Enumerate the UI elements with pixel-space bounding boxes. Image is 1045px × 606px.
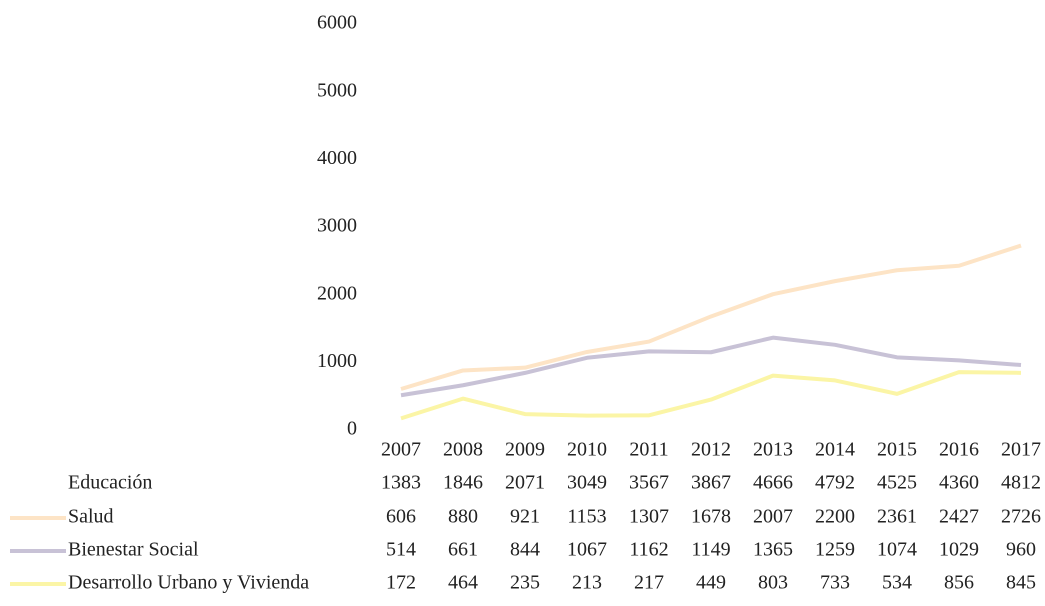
table-value: 1029 bbox=[939, 539, 979, 561]
table-value: 514 bbox=[386, 539, 416, 561]
table-value: 172 bbox=[386, 572, 416, 594]
table-value: 4525 bbox=[877, 472, 917, 494]
table-value: 880 bbox=[448, 506, 478, 528]
table-value: 856 bbox=[944, 572, 974, 594]
table-value: 1383 bbox=[381, 472, 421, 494]
x-tick-label: 2012 bbox=[691, 439, 731, 461]
y-tick-label: 4000 bbox=[317, 147, 357, 169]
legend-label: Salud bbox=[68, 506, 114, 528]
table-value: 534 bbox=[882, 572, 912, 594]
x-tick-label: 2008 bbox=[443, 439, 483, 461]
table-value: 235 bbox=[510, 572, 540, 594]
legend-label: Educación bbox=[68, 472, 152, 494]
table-value: 449 bbox=[696, 572, 726, 594]
x-tick-label: 2016 bbox=[939, 439, 979, 461]
x-tick-label: 2010 bbox=[567, 439, 607, 461]
x-tick-label: 2011 bbox=[629, 439, 668, 461]
y-tick-label: 5000 bbox=[317, 79, 357, 101]
table-value: 4792 bbox=[815, 472, 855, 494]
table-value: 661 bbox=[448, 539, 478, 561]
table-value: 1307 bbox=[629, 506, 669, 528]
table-value: 4360 bbox=[939, 472, 979, 494]
table-value: 2427 bbox=[939, 506, 979, 528]
table-value: 4812 bbox=[1001, 472, 1041, 494]
table-value: 2007 bbox=[753, 506, 793, 528]
y-tick-label: 1000 bbox=[317, 350, 357, 372]
table-value: 1678 bbox=[691, 506, 731, 528]
series-line bbox=[400, 335, 1022, 398]
x-tick-label: 2013 bbox=[753, 439, 793, 461]
series-line bbox=[400, 370, 1022, 421]
table-value: 1846 bbox=[443, 472, 483, 494]
table-value: 464 bbox=[448, 572, 478, 594]
y-tick-label: 0 bbox=[347, 418, 357, 440]
table-value: 845 bbox=[1006, 572, 1036, 594]
y-tick-label: 3000 bbox=[317, 215, 357, 237]
table-value: 960 bbox=[1006, 539, 1036, 561]
series-line bbox=[400, 102, 1022, 339]
table-value: 606 bbox=[386, 506, 416, 528]
table-value: 803 bbox=[758, 572, 788, 594]
table-value: 1153 bbox=[567, 506, 606, 528]
legend-label: Desarrollo Urbano y Vivienda bbox=[68, 572, 309, 594]
legend-label: Bienestar Social bbox=[68, 539, 199, 561]
x-tick-label: 2017 bbox=[1001, 439, 1041, 461]
x-tick-label: 2015 bbox=[877, 439, 917, 461]
table-value: 4666 bbox=[753, 472, 793, 494]
table-value: 1365 bbox=[753, 539, 793, 561]
table-value: 217 bbox=[634, 572, 664, 594]
y-tick-label: 2000 bbox=[317, 282, 357, 304]
table-value: 3867 bbox=[691, 472, 731, 494]
table-value: 3567 bbox=[629, 472, 669, 494]
table-value: 3049 bbox=[567, 472, 607, 494]
table-value: 2071 bbox=[505, 472, 545, 494]
table-value: 1259 bbox=[815, 539, 855, 561]
table-value: 2726 bbox=[1001, 506, 1041, 528]
table-value: 2361 bbox=[877, 506, 917, 528]
table-value: 1162 bbox=[629, 539, 668, 561]
table-value: 1074 bbox=[877, 539, 917, 561]
x-tick-label: 2014 bbox=[815, 439, 855, 461]
table-value: 213 bbox=[572, 572, 602, 594]
table-value: 921 bbox=[510, 506, 540, 528]
table-value: 2200 bbox=[815, 506, 855, 528]
table-value: 844 bbox=[510, 539, 540, 561]
series-line bbox=[400, 243, 1022, 391]
table-value: 1067 bbox=[567, 539, 607, 561]
x-tick-label: 2009 bbox=[505, 439, 545, 461]
y-tick-label: 6000 bbox=[317, 12, 357, 34]
table-value: 1149 bbox=[691, 539, 730, 561]
table-value: 733 bbox=[820, 572, 850, 594]
x-tick-label: 2007 bbox=[381, 439, 421, 461]
